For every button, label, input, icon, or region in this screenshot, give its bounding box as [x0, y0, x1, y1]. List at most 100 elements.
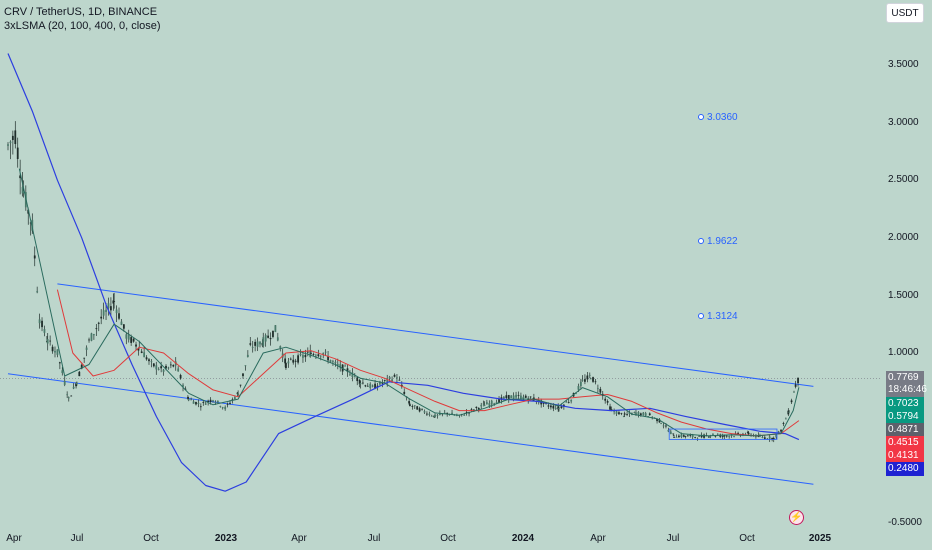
- candle-body: [547, 405, 550, 407]
- candle-body: [165, 365, 167, 369]
- candle-body: [197, 402, 200, 404]
- candle-body: [256, 341, 259, 347]
- candle-body: [36, 291, 39, 293]
- candle-body: [520, 395, 522, 399]
- candle-body: [700, 434, 703, 438]
- candle-body: [267, 335, 270, 338]
- candle-body: [214, 402, 217, 404]
- candle-body: [9, 141, 12, 144]
- candle-body: [349, 374, 351, 376]
- candle-body: [100, 316, 103, 319]
- candle-body: [477, 408, 480, 410]
- candle-body: [192, 401, 195, 404]
- candle-body: [396, 377, 398, 379]
- candle-body: [565, 401, 568, 403]
- candle-body: [130, 337, 133, 343]
- candle-body: [599, 388, 602, 393]
- candle-body: [575, 393, 577, 395]
- candle-body: [517, 395, 520, 397]
- lsma-price-label: 0.4515: [886, 436, 924, 450]
- indicator-legend[interactable]: 3xLSMA (20, 100, 400, 0, close): [4, 20, 161, 32]
- candle-body: [14, 130, 17, 145]
- candle-body: [689, 435, 692, 436]
- candle-body: [155, 365, 158, 370]
- candle-body: [656, 418, 658, 422]
- candle-body: [150, 361, 153, 363]
- candle-body: [667, 429, 670, 432]
- current-price-label: 0.7769 18:46:46: [886, 371, 927, 397]
- candle-body: [434, 414, 436, 418]
- candle-body: [177, 368, 180, 372]
- candle-body: [292, 359, 295, 363]
- candle-body: [190, 399, 193, 401]
- candle-body: [618, 412, 620, 415]
- candle-body: [393, 374, 396, 377]
- candle-body: [416, 406, 419, 410]
- symbol-title[interactable]: CRV / TetherUS, 1D, BINANCE: [4, 6, 158, 18]
- candle-body: [696, 438, 699, 440]
- lightning-icon[interactable]: ⚡: [789, 510, 804, 525]
- candle-body: [122, 324, 125, 329]
- candle-body: [127, 334, 130, 340]
- candle-body: [615, 411, 618, 414]
- candle-body: [359, 382, 362, 385]
- candle-body: [684, 435, 687, 437]
- candle-body: [209, 399, 212, 402]
- x-tick: 2023: [214, 533, 238, 544]
- candle-body: [691, 434, 694, 438]
- candle-body: [229, 402, 231, 404]
- candle-body: [606, 401, 609, 403]
- candle-body: [524, 395, 527, 398]
- y-tick: 1.0000: [888, 347, 919, 358]
- candle-body: [72, 386, 75, 389]
- candle-body: [27, 209, 30, 214]
- candle-body: [490, 400, 493, 405]
- lsma-price-label: 0.7023: [886, 397, 924, 411]
- candle-body: [242, 373, 244, 377]
- candle-body: [768, 436, 771, 440]
- y-tick: 3.5000: [888, 59, 919, 70]
- candle-body: [169, 364, 172, 366]
- candle-body: [80, 364, 83, 369]
- candle-body: [505, 395, 508, 399]
- candle-body: [794, 384, 797, 387]
- candle-body: [558, 408, 560, 409]
- candle-body: [594, 381, 597, 383]
- candle-body: [137, 347, 140, 351]
- candle-body: [33, 255, 36, 259]
- candle-body: [302, 355, 304, 358]
- candle-body: [254, 341, 257, 346]
- candle-body: [423, 411, 426, 413]
- candle-body: [284, 358, 287, 364]
- candle-body: [658, 419, 661, 423]
- candle-body: [463, 414, 466, 416]
- candle-body: [219, 406, 222, 407]
- currency-button[interactable]: USDT: [886, 3, 924, 23]
- candle-body: [430, 415, 433, 417]
- candle-body: [319, 355, 322, 357]
- candle-body: [579, 381, 582, 387]
- candle-body: [570, 399, 573, 402]
- fib-level-label: 1.3124: [698, 311, 738, 322]
- candle-body: [179, 375, 182, 379]
- candle-body: [306, 351, 309, 353]
- candle-body: [324, 351, 327, 353]
- candle-body: [83, 357, 86, 359]
- fib-dot-icon: [698, 114, 704, 121]
- candle-body: [408, 401, 410, 404]
- candle-body: [644, 413, 647, 416]
- candle-body: [777, 431, 780, 433]
- candle-body: [364, 385, 367, 387]
- candle-body: [92, 334, 95, 336]
- candle-body: [366, 385, 369, 387]
- candle-body: [356, 377, 359, 382]
- candle-body: [686, 435, 689, 437]
- candle-body: [371, 385, 374, 387]
- candle-body: [409, 404, 411, 406]
- x-tick: Apr: [291, 533, 307, 544]
- range-box: [668, 428, 778, 440]
- candle-body: [125, 334, 128, 339]
- channel-upper-line: [57, 283, 814, 387]
- candle-body: [54, 350, 56, 353]
